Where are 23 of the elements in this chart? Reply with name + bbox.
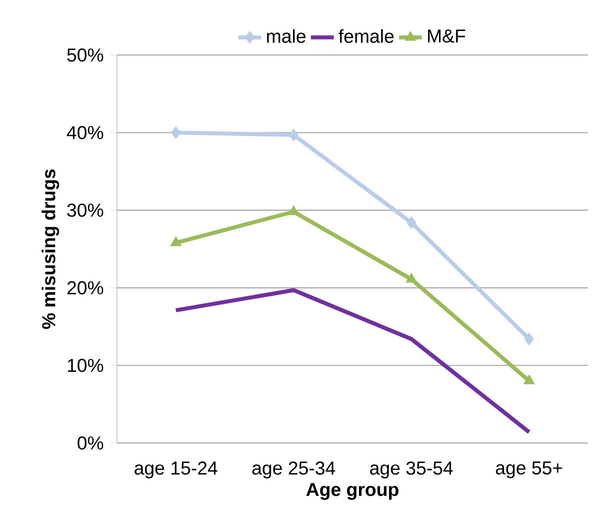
y-tick-label: 0% xyxy=(78,436,104,450)
y-tick-label: 40% xyxy=(66,126,104,140)
point xyxy=(288,128,298,142)
x-tick-label: age 35-54 xyxy=(370,461,453,478)
x-tick-label: age 15-24 xyxy=(134,461,218,478)
x-tick-label: age 25-34 xyxy=(252,461,336,478)
point xyxy=(170,236,182,246)
point xyxy=(406,216,416,229)
x-tick-label: age 55+ xyxy=(496,461,562,478)
legend-label: female xyxy=(338,29,394,43)
point xyxy=(524,374,535,384)
point xyxy=(524,332,534,346)
point xyxy=(406,272,417,283)
line-series xyxy=(174,288,532,434)
point xyxy=(171,126,181,139)
y-axis-title: % misusing drugs xyxy=(42,169,60,329)
y-tick-label: 20% xyxy=(67,281,104,294)
y-tick-label: 30% xyxy=(67,204,104,217)
legend-label: M&F xyxy=(428,30,466,43)
legend-label: male xyxy=(267,29,306,43)
x-axis-title: Age group xyxy=(306,483,398,500)
y-tick-label: 50% xyxy=(67,48,104,62)
y-tick-label: 10% xyxy=(68,358,104,372)
